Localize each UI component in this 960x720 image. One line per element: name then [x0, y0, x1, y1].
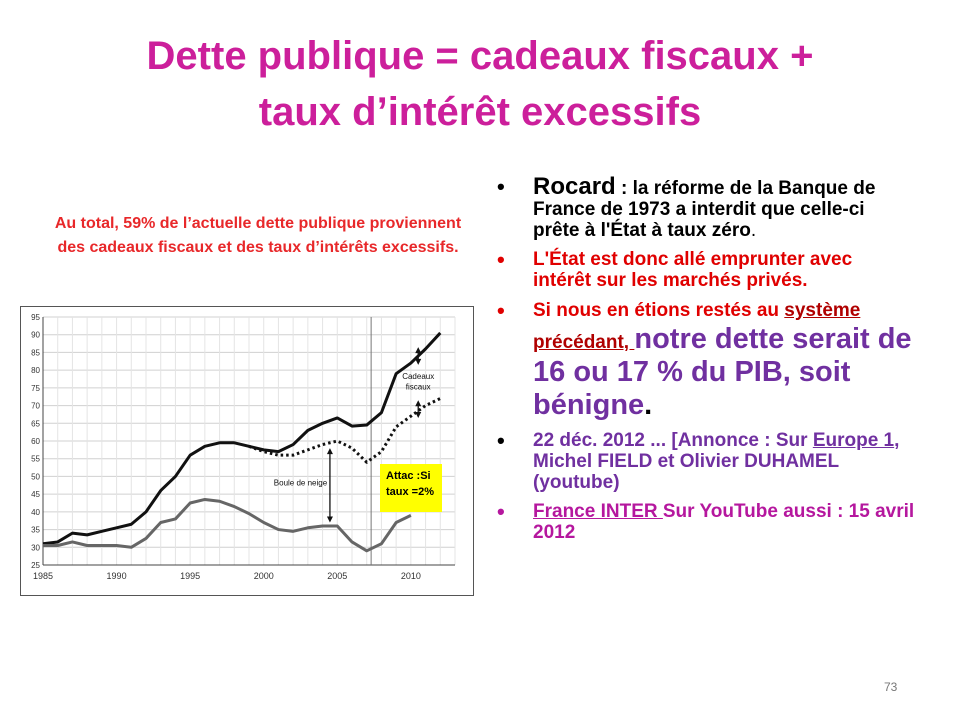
boule-arrow-head-bottom: [326, 516, 333, 523]
debt-chart-svg: 25 30 35 40 45 50 55 60 65 70 75 80 85 90 95 1985 1990 19…: [31, 313, 456, 581]
chart-caption-line2: des cadeaux fiscaux et des taux d’intérê…: [57, 239, 459, 256]
bullet-systeme-underlined: système précédant,: [533, 300, 861, 353]
y-tick-label: 45: [31, 490, 40, 499]
y-tick-label: 85: [31, 348, 40, 357]
bullet-systeme-end: .: [644, 389, 653, 421]
bullet-dot: •: [497, 298, 505, 323]
x-tick-label: 1990: [107, 571, 127, 581]
bullet-dot: •: [497, 247, 505, 272]
slide-title-line2: taux d’intérêt excessifs: [258, 90, 702, 134]
chart-caption-line1: Au total, 59% de l’actuelle dette publiq…: [54, 215, 462, 232]
series-interest-free-debt: [43, 497, 412, 553]
slide-title-line1: Dette publique = cadeaux fiscaux +: [146, 34, 814, 78]
y-tick-label: 55: [31, 455, 40, 464]
chart-annotation: Boule de neige: [274, 478, 328, 487]
bullet-etat-text: L'État est donc allé emprunter avec inté…: [533, 249, 853, 291]
x-tick-label: 2000: [254, 571, 274, 581]
bullet-rocard: • Rocard : la réforme de la Banque de Fr…: [495, 173, 915, 242]
debt-chart: 25 30 35 40 45 50 55 60 65 70 75 80 85 90 95 1985 1990 19…: [20, 306, 474, 596]
y-tick-label: 30: [31, 543, 40, 552]
attac-note-line2: taux =2%: [386, 486, 434, 498]
y-tick-label: 65: [31, 419, 40, 428]
bullet-france-inter: • France INTER Sur YouTube aussi : 15 av…: [495, 499, 915, 544]
series-debt-without-gifts: [248, 397, 441, 464]
bullet-rocard-text: : la réforme de la Banque de France de 1…: [533, 178, 876, 241]
bullet-europe1: • 22 déc. 2012 ... [Annonce : Sur Europe…: [495, 428, 915, 494]
y-tick-label: 90: [31, 331, 40, 340]
x-tick-label: 1995: [180, 571, 200, 581]
bullet-rocard-name: Rocard: [533, 173, 616, 200]
cadeaux-arrow-lower-head-top: [415, 400, 422, 407]
france-inter-link[interactable]: France INTER: [533, 501, 663, 522]
attac-note-line1: Attac :Si: [386, 470, 431, 482]
x-tick-label: 1985: [33, 571, 53, 581]
cadeaux-arrow-upper-head-bottom: [415, 358, 422, 365]
bullet-dot: •: [497, 174, 505, 199]
page-number: 73: [884, 680, 898, 694]
cadeaux-arrow-upper-head-top: [415, 347, 422, 354]
x-tick-label: 2010: [401, 571, 421, 581]
y-tick-label: 80: [31, 366, 40, 375]
bullet-france-inter-end: Sur YouTube aussi : 15 avril 2012: [533, 501, 915, 543]
bullet-rocard-end: .: [750, 220, 757, 241]
bullet-europe1-end: , Michel FIELD et Olivier DUHAMEL (youtu…: [533, 430, 900, 493]
y-tick-label: 35: [31, 526, 40, 535]
cadeaux-arrow-lower-head-bottom: [415, 411, 422, 418]
bullet-europe1-start: 22 déc. 2012 ... [Annonce : Sur: [533, 430, 813, 451]
attac-note: Attac :Si taux =2%: [380, 464, 442, 512]
boule-arrow-head-top: [326, 448, 333, 455]
bullet-systeme-big: notre dette serait de 16 ou 17 % du PIB,…: [533, 323, 912, 421]
europe1-link[interactable]: Europe 1: [812, 430, 895, 451]
slide-title: Dette publique = cadeaux fiscaux + taux …: [40, 28, 920, 140]
y-tick-label: 50: [31, 472, 40, 481]
chart-caption: Au total, 59% de l’actuelle dette publiq…: [28, 212, 488, 260]
chart-annotation: Cadeaux: [402, 372, 434, 381]
bullet-etat-emprunter: • L'État est donc allé emprunter avec in…: [495, 247, 915, 292]
y-tick-label: 70: [31, 402, 40, 411]
bullet-dot: •: [497, 428, 505, 453]
bullet-list: • Rocard : la réforme de la Banque de Fr…: [495, 173, 915, 551]
bullet-systeme-precedant: • Si nous en étions restés au système pr…: [495, 299, 915, 422]
y-tick-label: 40: [31, 508, 40, 517]
series-total-debt: [42, 331, 442, 546]
bullet-dot: •: [497, 499, 505, 524]
bullet-systeme-start: Si nous en étions restés au: [533, 300, 785, 321]
y-tick-label: 60: [31, 437, 40, 446]
chart-annotation: fiscaux: [406, 383, 431, 392]
y-tick-label: 75: [31, 384, 40, 393]
y-tick-label: 95: [31, 313, 40, 322]
y-tick-label: 25: [31, 561, 40, 570]
x-tick-label: 2005: [327, 571, 347, 581]
